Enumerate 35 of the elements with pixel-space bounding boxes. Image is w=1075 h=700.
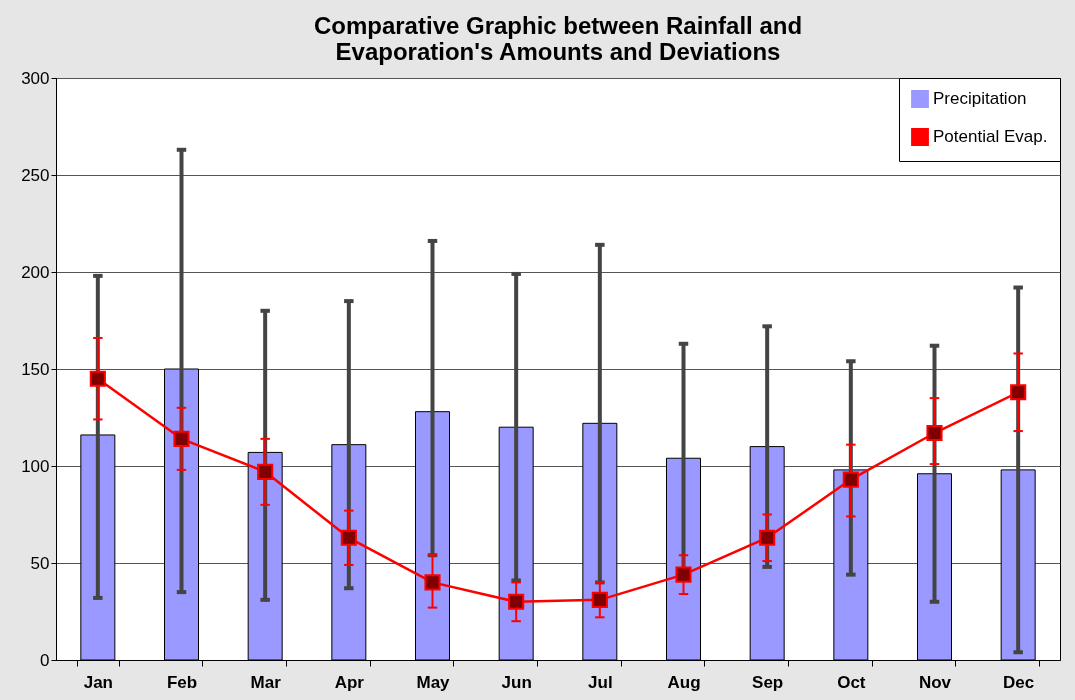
legend-label: Precipitation [933,89,1027,108]
point [675,566,692,583]
point [1010,384,1027,401]
y-tick-label: 100 [21,456,50,476]
x-tick-label: Feb [166,672,198,692]
point [173,430,190,447]
point [424,574,441,591]
point [591,591,608,608]
point [759,529,776,546]
legend-label: Potential Evap. [933,127,1048,146]
y-tick-label: 50 [30,553,50,573]
point [842,471,859,488]
x-tick-label: Jul [588,672,613,692]
x-tick-label: Oct [837,672,866,692]
x-tick-label: Sep [752,672,784,692]
x-tick-label: Aug [667,672,701,692]
y-tick-label: 0 [40,650,50,670]
x-tick-label: Dec [1003,672,1035,692]
y-tick-label: 150 [21,359,50,379]
point [257,463,274,480]
x-tick-label: Nov [918,672,952,692]
x-tick-label: Apr [334,672,365,692]
x-tick-label: Mar [250,672,282,692]
y-tick-label: 200 [21,262,50,282]
point [89,370,106,387]
text: Evaporation's Amounts and Deviations [335,38,781,65]
text: Comparative Graphic between Rainfall and [313,12,803,39]
y-tick-label: 300 [21,68,50,88]
x-tick-label: May [416,672,451,692]
point [926,424,943,442]
point [340,529,357,546]
point [508,593,525,610]
x-tick-label: Jan [83,672,113,692]
x-tick-label: Jun [501,672,532,692]
y-tick-label: 250 [21,165,50,185]
